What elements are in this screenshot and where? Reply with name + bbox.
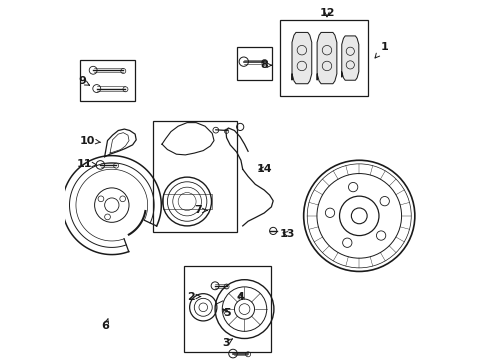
Polygon shape: [341, 36, 358, 80]
Text: 6: 6: [101, 319, 109, 331]
Bar: [183, 266, 271, 352]
Text: 11: 11: [77, 159, 96, 169]
Bar: [280, 21, 367, 96]
Polygon shape: [291, 32, 311, 84]
Text: 13: 13: [279, 229, 295, 239]
Polygon shape: [317, 32, 336, 84]
Text: 14: 14: [256, 164, 271, 174]
Text: 8: 8: [260, 60, 271, 70]
Text: 3: 3: [222, 338, 232, 348]
Bar: [163, 194, 211, 209]
Bar: [237, 47, 272, 80]
Bar: [80, 60, 135, 101]
Text: 4: 4: [237, 292, 244, 302]
Text: 5: 5: [223, 308, 230, 318]
Bar: [153, 121, 237, 232]
Text: 7: 7: [194, 206, 207, 216]
Text: 9: 9: [78, 76, 89, 86]
Text: 2: 2: [186, 292, 200, 302]
Text: 10: 10: [80, 136, 101, 145]
Text: 1: 1: [374, 42, 387, 58]
Text: 12: 12: [319, 8, 334, 18]
